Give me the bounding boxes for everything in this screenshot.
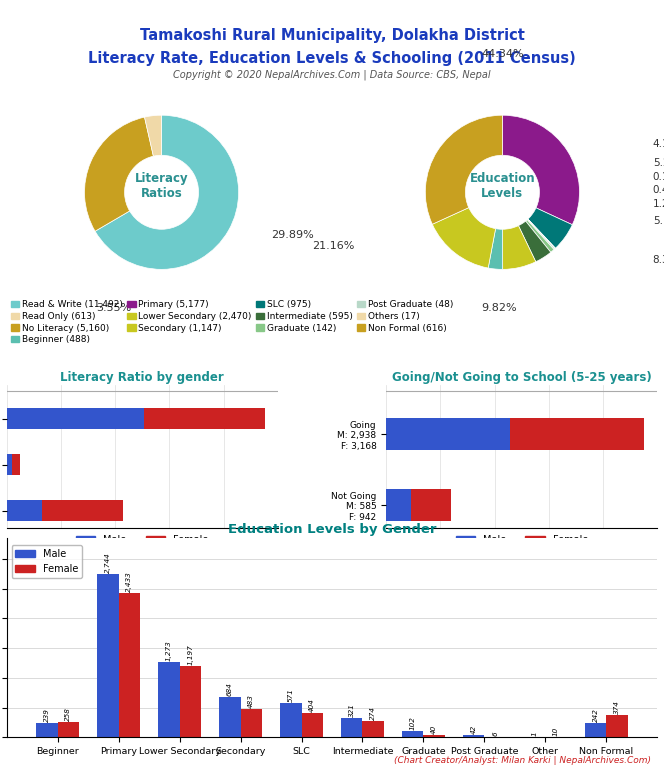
Bar bbox=[463, 735, 485, 737]
Wedge shape bbox=[528, 219, 555, 249]
Wedge shape bbox=[503, 115, 580, 225]
Text: 21.16%: 21.16% bbox=[311, 241, 354, 251]
Text: 684: 684 bbox=[227, 682, 233, 696]
Bar bbox=[7, 455, 12, 475]
Bar bbox=[12, 455, 21, 475]
Bar bbox=[42, 501, 123, 521]
Bar bbox=[511, 418, 645, 450]
Text: 4.18%: 4.18% bbox=[653, 139, 664, 149]
Text: 1,273: 1,273 bbox=[166, 640, 172, 660]
Wedge shape bbox=[426, 115, 503, 224]
Bar bbox=[341, 718, 363, 737]
Bar bbox=[585, 723, 606, 737]
Wedge shape bbox=[95, 115, 238, 270]
Bar bbox=[7, 501, 42, 521]
Legend: Male, Female: Male, Female bbox=[72, 531, 212, 548]
Bar bbox=[179, 666, 201, 737]
Text: 2,433: 2,433 bbox=[126, 571, 132, 592]
Text: 8.35%: 8.35% bbox=[653, 255, 664, 265]
Bar bbox=[240, 709, 262, 737]
Text: 483: 483 bbox=[248, 694, 254, 707]
Bar bbox=[97, 574, 119, 737]
Text: 0.15%: 0.15% bbox=[653, 172, 664, 182]
Text: 6: 6 bbox=[492, 731, 498, 736]
Text: 374: 374 bbox=[614, 700, 620, 714]
Text: 44.34%: 44.34% bbox=[481, 48, 524, 58]
Text: 1.22%: 1.22% bbox=[653, 199, 664, 209]
Text: 40: 40 bbox=[431, 725, 437, 734]
Title: Literacy Ratio by gender: Literacy Ratio by gender bbox=[60, 370, 224, 383]
Text: 2,744: 2,744 bbox=[105, 553, 111, 574]
Legend: Read & Write (11,492), Read Only (613), No Literacy (5,160), Beginner (488), Pri: Read & Write (11,492), Read Only (613), … bbox=[11, 300, 454, 344]
Text: Copyright © 2020 NepalArchives.Com | Data Source: CBS, Nepal: Copyright © 2020 NepalArchives.Com | Dat… bbox=[173, 70, 491, 80]
Bar bbox=[119, 593, 140, 737]
Text: 321: 321 bbox=[349, 703, 355, 717]
Legend: Male, Female: Male, Female bbox=[452, 531, 592, 548]
Text: 5.28%: 5.28% bbox=[653, 158, 664, 168]
Text: 1,197: 1,197 bbox=[187, 644, 193, 665]
Wedge shape bbox=[528, 208, 572, 248]
Bar bbox=[402, 731, 424, 737]
Text: Tamakoshi Rural Municipality, Dolakha District: Tamakoshi Rural Municipality, Dolakha Di… bbox=[139, 28, 525, 43]
Bar bbox=[301, 713, 323, 737]
Text: 0.41%: 0.41% bbox=[653, 185, 664, 195]
Bar bbox=[606, 715, 627, 737]
Text: 1: 1 bbox=[532, 732, 538, 737]
Wedge shape bbox=[432, 207, 495, 268]
Bar bbox=[7, 409, 144, 429]
Bar bbox=[424, 735, 445, 737]
Text: 258: 258 bbox=[65, 707, 71, 721]
Text: 239: 239 bbox=[44, 708, 50, 722]
Text: 5.10%: 5.10% bbox=[653, 216, 664, 227]
Text: 29.89%: 29.89% bbox=[271, 230, 314, 240]
Wedge shape bbox=[488, 229, 503, 270]
Text: 10: 10 bbox=[553, 727, 559, 736]
Text: 404: 404 bbox=[309, 699, 315, 713]
Text: 3.55%: 3.55% bbox=[96, 303, 131, 313]
Text: Literacy Rate, Education Levels & Schooling (2011 Census): Literacy Rate, Education Levels & School… bbox=[88, 51, 576, 66]
Bar bbox=[144, 409, 265, 429]
Bar bbox=[58, 722, 79, 737]
Wedge shape bbox=[84, 117, 153, 231]
Wedge shape bbox=[145, 115, 161, 156]
Bar bbox=[158, 662, 179, 737]
Wedge shape bbox=[527, 220, 555, 250]
Bar bbox=[219, 697, 240, 737]
Bar bbox=[280, 703, 301, 737]
Title: Going/Not Going to School (5-25 years): Going/Not Going to School (5-25 years) bbox=[392, 370, 651, 383]
Text: 42: 42 bbox=[471, 725, 477, 734]
Text: 571: 571 bbox=[288, 689, 294, 703]
Text: (Chart Creator/Analyst: Milan Karki | NepalArchives.Com): (Chart Creator/Analyst: Milan Karki | Ne… bbox=[394, 756, 651, 765]
Title: Education Levels by Gender: Education Levels by Gender bbox=[228, 523, 436, 536]
Text: Literacy
Ratios: Literacy Ratios bbox=[135, 172, 189, 200]
Bar bbox=[37, 723, 58, 737]
Wedge shape bbox=[503, 226, 536, 270]
Bar bbox=[411, 489, 451, 521]
Bar bbox=[363, 721, 384, 737]
Text: 102: 102 bbox=[410, 717, 416, 730]
Bar bbox=[386, 489, 411, 521]
Bar bbox=[386, 418, 511, 450]
Wedge shape bbox=[519, 221, 550, 262]
Wedge shape bbox=[526, 220, 554, 253]
Text: 274: 274 bbox=[370, 707, 376, 720]
Text: Education
Levels: Education Levels bbox=[469, 172, 535, 200]
Text: 9.82%: 9.82% bbox=[481, 303, 517, 313]
Legend: Male, Female: Male, Female bbox=[11, 545, 82, 578]
Text: 242: 242 bbox=[593, 708, 599, 722]
